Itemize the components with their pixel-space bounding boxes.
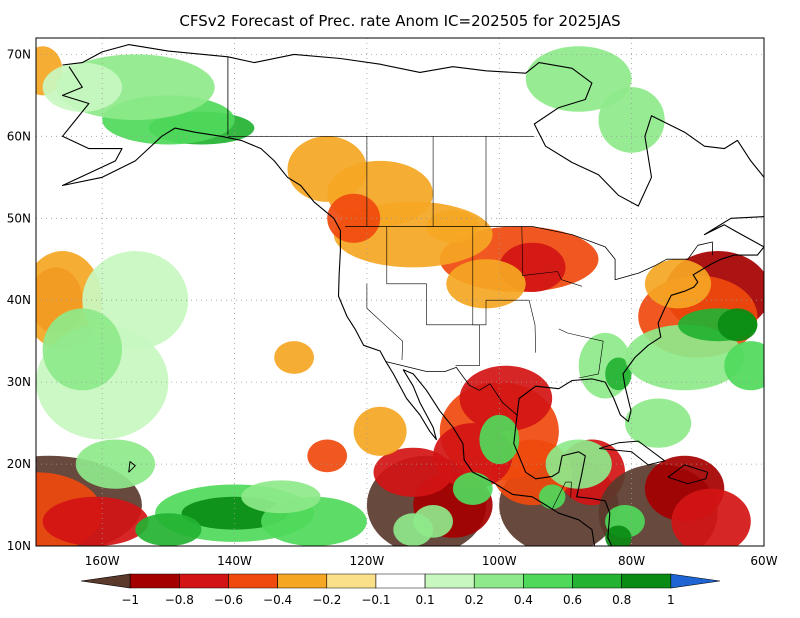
colorbar-label: −0.1 [361,593,390,607]
colorbar-label: 0.2 [465,593,484,607]
colorbar-label: −0.8 [165,593,194,607]
us-state-borders-west [386,226,480,366]
lat-tick-label: 50N [7,211,31,225]
lon-tick-label: 160W [85,554,120,568]
hawaii-outline [128,461,136,473]
colorbar-swatch [228,573,278,589]
colorbar-swatch [424,573,475,589]
lat-tick-label: 40N [7,293,31,307]
pacific-coastline [61,66,596,546]
colorbar-swatch [277,573,328,589]
gulf-caribbean-coastline [513,414,613,546]
colorbar: −1 −0.8 −0.6 −0.4 −0.2 −0.1 0.1 0.2 0.4 0.6 0.8 1 [80,573,721,607]
latitude-axis: 10N 20N 30N 40N 50N 60N 70N [7,47,31,553]
colorbar-swatch [473,573,524,589]
anomaly-blob [525,46,632,112]
longitude-axis: 160W 140W 120W 100W 80W 60W [85,554,778,568]
us-state-borders-se [558,328,604,379]
anomaly-blob [393,513,434,546]
lon-tick-label: 140W [217,554,252,568]
colorbar-swatch [621,573,672,589]
anomaly-blob [717,308,758,342]
anomaly-blob [373,447,453,497]
anomaly-blob [671,488,751,546]
colorbar-label: 0.6 [563,593,582,607]
anomaly-blob [307,439,348,473]
lat-tick-label: 70N [7,47,31,61]
lat-tick-label: 30N [7,375,31,389]
colorbar-swatch [375,573,426,589]
anomaly-blob [545,439,612,489]
anomaly-blob [75,439,156,489]
lon-tick-label: 100W [482,554,517,568]
atlantic-coastline [516,216,764,423]
anomaly-blob [605,525,632,546]
us-mexico-border [386,361,519,417]
anomaly-blob [135,513,202,546]
hispaniola-outline [667,464,709,485]
anomaly-blob [274,341,314,374]
anomaly-blob [42,308,122,391]
lon-tick-label: 80W [618,554,645,568]
anomaly-blob [479,414,520,465]
lon-tick-label: 120W [350,554,385,568]
coastlines-and-borders [61,44,764,546]
colorbar-swatch [80,573,131,589]
anomaly-blob [459,365,553,432]
anomaly-blob [353,406,407,456]
colorbar-swatch [179,573,229,589]
us-state-borders-sw [366,283,403,361]
us-canada-border [345,226,713,281]
colorbar-swatch [670,573,721,589]
colorbar-label: 0.1 [416,593,435,607]
colorbar-label: −0.4 [263,593,292,607]
anomaly-blob [446,259,526,309]
anomaly-blob [539,484,566,510]
lat-tick-label: 10N [7,539,31,553]
colorbar-swatch [523,573,573,589]
us-state-borders-midwest [521,226,583,287]
anomaly-blob [452,472,493,505]
us-state-borders-central [472,226,536,353]
arctic-hudson-coastline [62,44,764,207]
anomaly-blob [598,87,665,153]
anomaly-blob [644,259,712,309]
anomaly-blob [287,136,367,202]
lon-tick-label: 60W [750,554,777,568]
lat-tick-label: 20N [7,457,31,471]
mexico-guatemala-border [551,481,572,510]
anomaly-blob [625,398,692,448]
colorbar-swatch [326,573,377,589]
colorbar-label: 1 [667,593,675,607]
anomaly-blob [327,193,381,243]
colorbar-label: −0.2 [312,593,341,607]
colorbar-label: −0.6 [214,593,243,607]
lat-tick-label: 60N [7,129,31,143]
map-plot-area [36,38,764,546]
map-frame [35,37,765,547]
colorbar-swatch [572,573,622,589]
anomaly-blob [724,341,764,391]
colorbar-label: 0.4 [514,593,533,607]
cuba-outline [599,440,666,466]
anomaly-blob [42,496,149,546]
chart-title: CFSv2 Forecast of Prec. rate Anom IC=202… [179,12,620,30]
colorbar-label: 0.8 [612,593,631,607]
precip-anomaly-field [36,46,764,546]
anomaly-blob [241,480,321,514]
colorbar-label: −1 [121,593,139,607]
colorbar-swatch [129,573,180,589]
